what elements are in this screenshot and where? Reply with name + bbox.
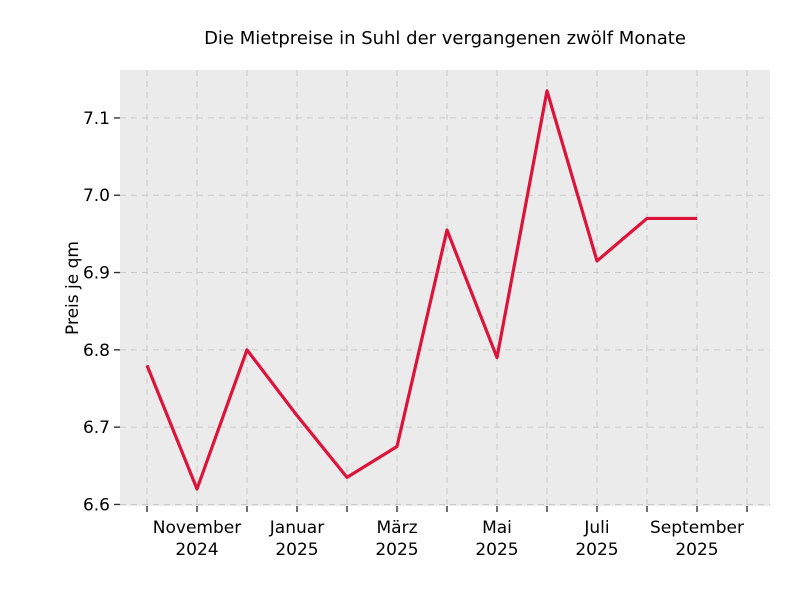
chart-title: Die Mietpreise in Suhl der vergangenen z…	[204, 28, 686, 49]
x-tick-label-year: 2025	[275, 540, 318, 560]
y-tick-label: 6.6	[83, 495, 110, 515]
x-tick-label-year: 2024	[175, 540, 218, 560]
x-tick-label-month: November	[153, 518, 241, 538]
x-tick-label-month: Mai	[482, 518, 512, 538]
y-tick-label: 6.7	[83, 418, 110, 438]
plot-background	[120, 70, 770, 506]
x-tick-label-month: März	[377, 518, 418, 538]
x-tick-label-year: 2025	[675, 540, 718, 560]
x-tick-label-month: September	[650, 518, 744, 538]
x-tick-label-month: Juli	[583, 518, 609, 538]
x-tick-label-year: 2025	[375, 540, 418, 560]
x-tick-label-month: Januar	[269, 518, 324, 538]
y-axis-label: Preis je qm	[63, 241, 83, 335]
y-tick-label: 7.0	[83, 186, 110, 206]
x-tick-label-year: 2025	[575, 540, 618, 560]
y-tick-label: 6.9	[83, 264, 110, 284]
y-tick-label: 7.1	[83, 109, 110, 129]
y-tick-label: 6.8	[83, 341, 110, 361]
x-tick-label-year: 2025	[475, 540, 518, 560]
price-line	[145, 89, 697, 491]
